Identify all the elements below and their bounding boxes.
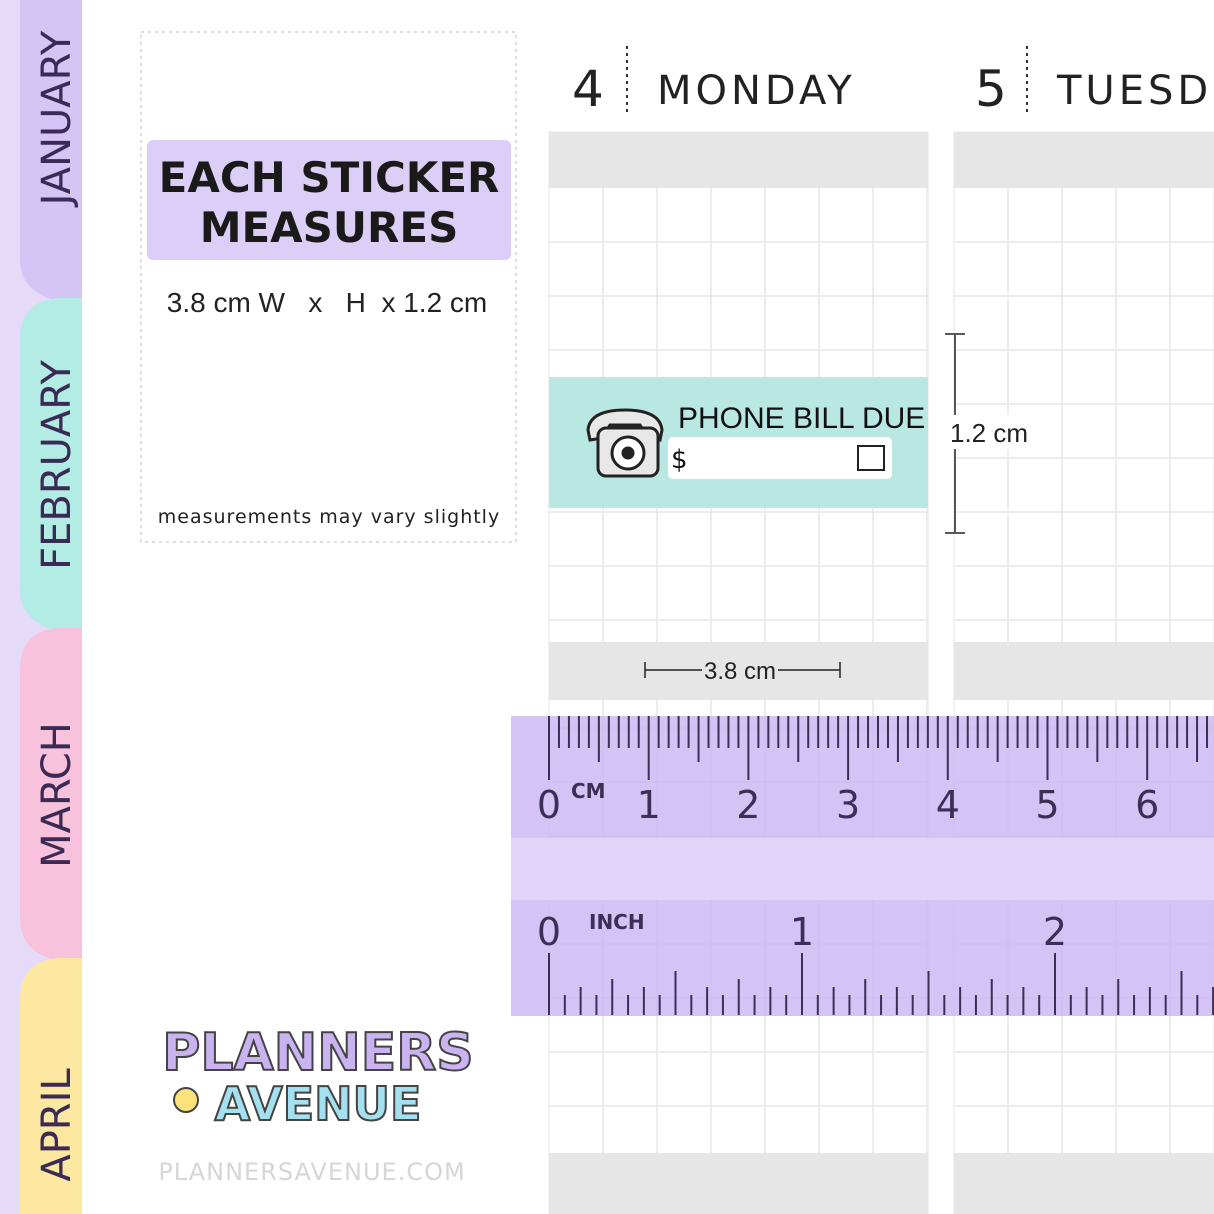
inch-label: 1 <box>790 910 814 954</box>
tab-label: JANUARY <box>34 30 80 208</box>
ruler-band <box>511 838 1214 900</box>
day-name: TUESD <box>1056 68 1212 114</box>
width-label: 3.8 cm <box>704 658 776 685</box>
tab-february <box>20 298 82 635</box>
cm-unit: CM <box>571 779 606 803</box>
cm-label: 6 <box>1135 783 1159 827</box>
inch-unit: INCH <box>589 910 645 934</box>
cm-label: 2 <box>736 783 760 827</box>
sticker-title: PHONE BILL DUE <box>678 402 925 435</box>
size-text: 3.8 cm W x H x 1.2 cm <box>167 287 488 318</box>
phone-icon <box>586 408 664 478</box>
title: MEASURES <box>200 203 459 252</box>
inch-label: 0 <box>537 910 561 954</box>
cm-label: 3 <box>836 783 860 827</box>
header-row <box>549 132 928 188</box>
cm-label: 1 <box>637 783 661 827</box>
title-bg <box>147 140 511 260</box>
width-dimension <box>644 662 841 678</box>
header-row <box>954 1153 1214 1214</box>
currency: $ <box>671 445 688 475</box>
logo-line: PLANNERS <box>162 1023 474 1083</box>
checkbox <box>857 445 885 471</box>
note: measurements may vary slightly <box>158 506 500 528</box>
day-number: 4 <box>572 60 604 118</box>
logo-line: AVENUE <box>215 1077 422 1131</box>
header-row <box>954 132 1214 188</box>
day-number: 5 <box>975 60 1007 118</box>
sun <box>173 1087 199 1113</box>
logo: PLANNERS AVENUE <box>161 1022 475 1132</box>
tab-march <box>20 628 82 965</box>
cm-label: 0 <box>537 783 561 827</box>
sticker-field <box>668 437 892 479</box>
inch-label: 2 <box>1043 910 1067 954</box>
tab-label: MARCH <box>34 722 80 868</box>
title: EACH STICKER <box>159 153 500 202</box>
height-label: 1.2 cm <box>950 418 1028 448</box>
cm-label: 5 <box>1035 783 1059 827</box>
info-box <box>140 31 517 543</box>
header-row <box>549 1153 928 1214</box>
tab-april <box>20 958 82 1214</box>
tab-january <box>20 0 82 305</box>
url: PLANNERSAVENUE.COM <box>158 1158 465 1186</box>
tab-label: FEBRUARY <box>34 360 80 570</box>
label-bg <box>948 415 1018 449</box>
tab-label: APRIL <box>34 1068 80 1182</box>
header-row <box>954 642 1214 700</box>
day-name: MONDAY <box>657 68 856 114</box>
cm-label: 4 <box>936 783 960 827</box>
header-row <box>549 642 928 700</box>
